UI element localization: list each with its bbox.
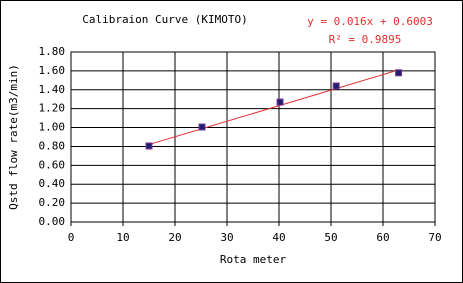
y-tick-label: 0.00: [39, 215, 66, 228]
x-tick-label: 70: [428, 231, 441, 244]
x-tick-label: 10: [116, 231, 129, 244]
y-tick-label: 0.60: [39, 158, 66, 171]
y-axis-label: Qstd flow rate(m3/min): [7, 64, 20, 210]
x-tick-label: 0: [68, 231, 75, 244]
x-tick-label: 60: [376, 231, 389, 244]
y-tick-label: 0.80: [39, 139, 66, 152]
y-tick-label: 0.20: [39, 196, 66, 209]
data-point: [276, 98, 284, 106]
y-tick-label: 0.40: [39, 177, 66, 190]
r-squared: R² = 0.9895: [329, 33, 402, 46]
trendline: [148, 69, 399, 146]
x-tick-label: 40: [272, 231, 285, 244]
x-tick-label: 20: [168, 231, 181, 244]
y-tick-label: 1.40: [39, 83, 66, 96]
data-point: [198, 123, 206, 131]
equation: y = 0.016x + 0.6003: [307, 15, 433, 28]
data-point: [395, 69, 403, 77]
data-point: [332, 82, 340, 90]
y-tick-label: 1.60: [39, 64, 66, 77]
x-tick-label: 30: [220, 231, 233, 244]
y-tick-label: 1.80: [39, 45, 66, 58]
x-tick-label: 50: [324, 231, 337, 244]
plot-area: [70, 51, 436, 223]
y-tick-label: 1.20: [39, 102, 66, 115]
data-point: [145, 142, 153, 150]
y-tick-label: 1.00: [39, 121, 66, 134]
chart-title: Calibraion Curve (KIMOTO): [82, 13, 248, 26]
x-axis-label: Rota meter: [220, 253, 287, 266]
